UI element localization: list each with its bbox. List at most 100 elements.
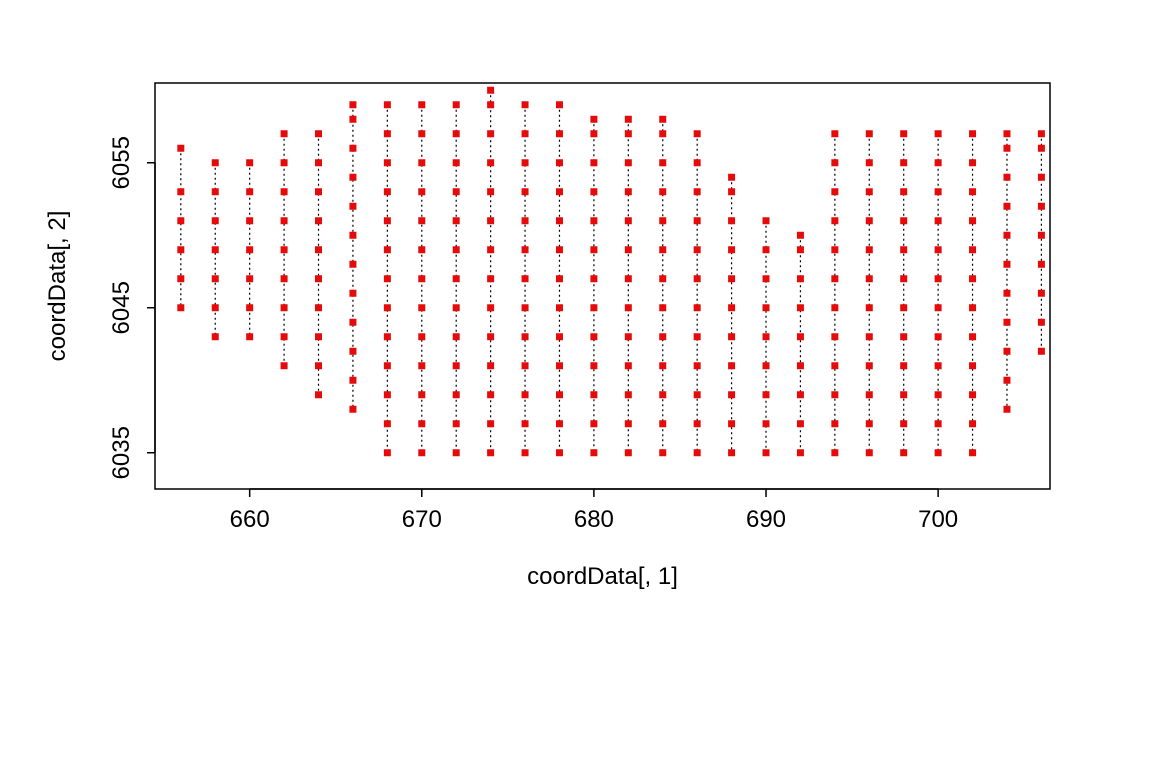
data-point (453, 391, 460, 398)
data-point (349, 377, 356, 384)
data-point (418, 391, 425, 398)
data-point (315, 159, 322, 166)
data-point (969, 217, 976, 224)
data-point (694, 391, 701, 398)
data-point (1003, 232, 1010, 239)
data-point (349, 203, 356, 210)
data-point (659, 130, 666, 137)
data-point (625, 304, 632, 311)
data-point (797, 362, 804, 369)
scatter-plot: 660670680690700603560456055coordData[, 1… (0, 0, 1152, 768)
data-point (522, 217, 529, 224)
data-point (556, 449, 563, 456)
data-point (384, 449, 391, 456)
data-point (349, 232, 356, 239)
data-point (487, 188, 494, 195)
data-point (418, 217, 425, 224)
data-point (487, 420, 494, 427)
data-point (522, 130, 529, 137)
x-tick-label: 660 (230, 506, 270, 533)
data-point (453, 362, 460, 369)
data-point (831, 391, 838, 398)
data-point (763, 362, 770, 369)
data-point (625, 130, 632, 137)
data-point (797, 449, 804, 456)
data-point (349, 261, 356, 268)
data-point (418, 101, 425, 108)
data-point (177, 246, 184, 253)
data-point (625, 391, 632, 398)
data-point (694, 159, 701, 166)
data-point (1038, 261, 1045, 268)
data-point (556, 333, 563, 340)
data-point (728, 275, 735, 282)
data-point (935, 362, 942, 369)
data-point (625, 246, 632, 253)
data-point (281, 275, 288, 282)
data-point (625, 420, 632, 427)
data-point (1003, 290, 1010, 297)
data-point (487, 101, 494, 108)
data-point (246, 188, 253, 195)
data-point (590, 449, 597, 456)
data-point (212, 333, 219, 340)
data-point (556, 420, 563, 427)
data-point (935, 246, 942, 253)
data-point (556, 362, 563, 369)
data-point (1038, 290, 1045, 297)
data-point (831, 188, 838, 195)
data-point (418, 246, 425, 253)
data-point (831, 449, 838, 456)
y-axis-label: coordData[, 2] (44, 211, 71, 362)
data-point (1003, 145, 1010, 152)
data-point (246, 217, 253, 224)
data-point (384, 391, 391, 398)
data-point (590, 188, 597, 195)
data-point (212, 275, 219, 282)
data-point (831, 275, 838, 282)
data-point (556, 391, 563, 398)
data-point (522, 391, 529, 398)
data-point (281, 304, 288, 311)
data-point (349, 348, 356, 355)
data-point (315, 275, 322, 282)
data-point (625, 217, 632, 224)
data-point (866, 362, 873, 369)
data-point (797, 304, 804, 311)
data-point (177, 275, 184, 282)
data-point (1003, 174, 1010, 181)
data-point (556, 101, 563, 108)
data-point (590, 275, 597, 282)
data-point (349, 406, 356, 413)
data-point (763, 420, 770, 427)
data-point (625, 333, 632, 340)
data-point (900, 188, 907, 195)
data-point (969, 333, 976, 340)
data-point (866, 420, 873, 427)
data-point (935, 217, 942, 224)
data-point (625, 362, 632, 369)
data-point (487, 362, 494, 369)
data-point (694, 304, 701, 311)
data-point (694, 246, 701, 253)
data-point (866, 217, 873, 224)
data-point (384, 159, 391, 166)
data-point (900, 275, 907, 282)
data-point (177, 145, 184, 152)
y-tick-label: 6055 (108, 136, 135, 189)
data-point (797, 275, 804, 282)
data-point (246, 275, 253, 282)
data-point (246, 333, 253, 340)
data-point (797, 420, 804, 427)
data-point (556, 217, 563, 224)
data-point (212, 159, 219, 166)
data-point (659, 333, 666, 340)
data-point (1003, 319, 1010, 326)
data-point (453, 275, 460, 282)
data-point (969, 304, 976, 311)
data-point (246, 246, 253, 253)
data-point (418, 130, 425, 137)
data-point (969, 420, 976, 427)
data-point (556, 304, 563, 311)
data-point (590, 420, 597, 427)
